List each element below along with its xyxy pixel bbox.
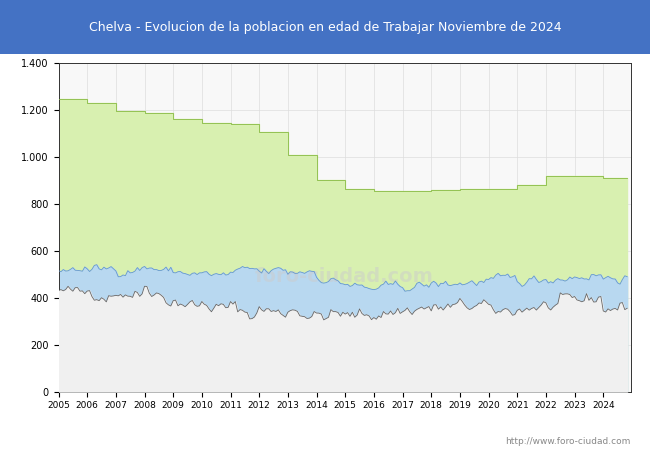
Text: http://www.foro-ciudad.com: http://www.foro-ciudad.com: [505, 436, 630, 446]
Text: Chelva - Evolucion de la poblacion en edad de Trabajar Noviembre de 2024: Chelva - Evolucion de la poblacion en ed…: [88, 21, 562, 33]
Text: foro-ciudad.com: foro-ciudad.com: [255, 267, 434, 286]
